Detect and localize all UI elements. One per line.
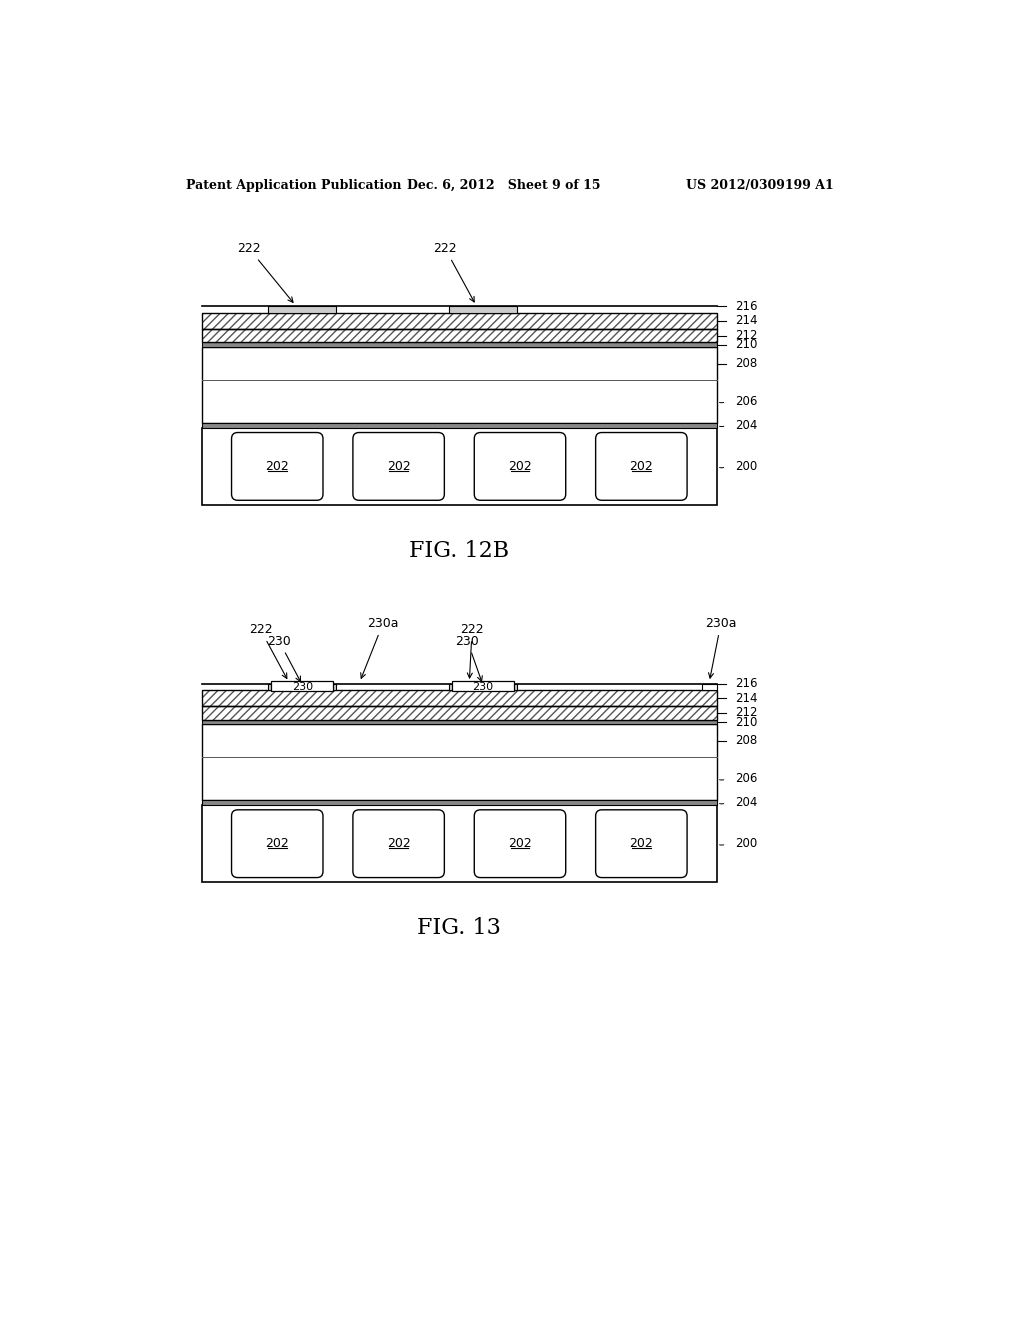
Text: 214: 214 <box>735 314 758 327</box>
FancyBboxPatch shape <box>596 810 687 878</box>
Text: 214: 214 <box>735 692 758 705</box>
FancyBboxPatch shape <box>231 433 323 500</box>
Text: 208: 208 <box>735 734 758 747</box>
Bar <box>202 422 717 428</box>
Bar <box>202 706 717 719</box>
Text: 216: 216 <box>735 300 758 313</box>
Text: 200: 200 <box>735 459 758 473</box>
Text: FIG. 12B: FIG. 12B <box>410 540 509 562</box>
Text: FIG. 13: FIG. 13 <box>418 917 502 940</box>
Text: US 2012/0309199 A1: US 2012/0309199 A1 <box>686 178 834 191</box>
Text: 200: 200 <box>735 837 758 850</box>
Bar <box>202 690 717 706</box>
Text: 212: 212 <box>735 329 758 342</box>
Bar <box>202 805 717 882</box>
Bar <box>452 681 514 692</box>
Text: Dec. 6, 2012   Sheet 9 of 15: Dec. 6, 2012 Sheet 9 of 15 <box>407 178 600 191</box>
Bar <box>202 800 717 805</box>
Bar <box>202 690 717 706</box>
Text: 222: 222 <box>460 623 484 678</box>
Text: 202: 202 <box>265 459 289 473</box>
Text: 222: 222 <box>238 242 293 302</box>
Text: 202: 202 <box>265 837 289 850</box>
Text: 222: 222 <box>249 623 287 678</box>
Text: 230: 230 <box>267 635 300 681</box>
Text: 206: 206 <box>735 772 758 785</box>
Text: 202: 202 <box>508 459 531 473</box>
Text: 230: 230 <box>292 682 313 692</box>
Bar <box>202 313 717 329</box>
Text: 204: 204 <box>735 418 758 432</box>
FancyBboxPatch shape <box>353 810 444 878</box>
Text: 202: 202 <box>387 837 411 850</box>
Text: 210: 210 <box>735 338 758 351</box>
Text: 202: 202 <box>387 459 411 473</box>
Bar <box>202 347 717 422</box>
Bar <box>449 306 517 313</box>
Text: 230: 230 <box>472 682 494 692</box>
Text: 208: 208 <box>735 358 758 370</box>
FancyBboxPatch shape <box>474 433 565 500</box>
Text: 216: 216 <box>735 677 758 690</box>
Text: Patent Application Publication: Patent Application Publication <box>186 178 401 191</box>
Bar <box>271 681 334 692</box>
Text: 210: 210 <box>735 715 758 729</box>
Text: 212: 212 <box>735 706 758 719</box>
Text: 204: 204 <box>735 796 758 809</box>
Text: 202: 202 <box>508 837 531 850</box>
Text: 230: 230 <box>456 635 482 681</box>
Bar <box>202 329 717 342</box>
FancyBboxPatch shape <box>596 433 687 500</box>
Text: 202: 202 <box>630 837 653 850</box>
Text: 230a: 230a <box>706 616 736 678</box>
Bar <box>202 313 717 329</box>
Bar <box>202 706 717 719</box>
Bar <box>701 684 717 690</box>
Bar <box>268 306 337 313</box>
Bar <box>449 684 517 690</box>
Text: 230a: 230a <box>360 616 398 678</box>
FancyBboxPatch shape <box>353 433 444 500</box>
Text: 206: 206 <box>735 395 758 408</box>
FancyBboxPatch shape <box>231 810 323 878</box>
Bar <box>202 342 717 347</box>
Text: 202: 202 <box>630 459 653 473</box>
Bar <box>202 329 717 342</box>
FancyBboxPatch shape <box>474 810 565 878</box>
Bar <box>202 428 717 506</box>
Bar <box>268 684 337 690</box>
Bar <box>202 719 717 725</box>
Bar <box>202 725 717 800</box>
Text: 222: 222 <box>433 242 474 302</box>
